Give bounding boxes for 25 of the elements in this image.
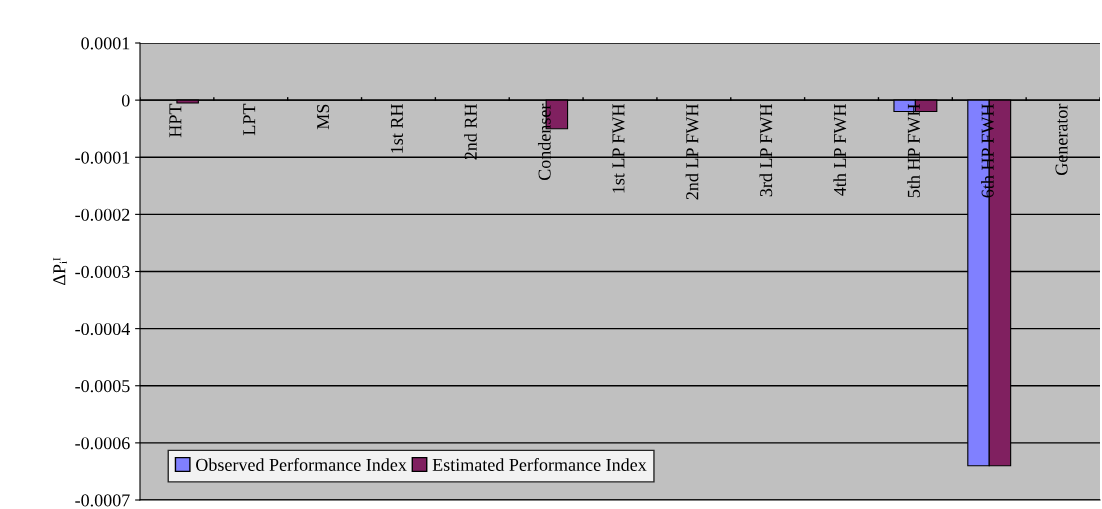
x-tick-label: 2nd RH [464,104,477,160]
y-axis-title: ΔPᵢᴵ [53,257,67,285]
y-tick-label: -0.0004 [75,322,130,336]
y-tick-label: -0.0005 [75,380,130,393]
y-tick-label: -0.0002 [75,208,130,221]
legend-label: Observed Performance Index [196,458,407,471]
x-tick-label: 4th LP FWH [833,104,847,196]
y-tick-label: 0 [121,94,130,107]
x-tick-label: Generator [1055,103,1068,175]
x-tick-label: 1st RH [390,104,403,153]
legend-label: Estimated Performance Index [432,458,647,471]
x-tick-label: MS [317,104,330,130]
x-tick-label: 2nd LP FWH [685,104,699,200]
x-tick-label: 6th HP FWH [981,104,994,198]
x-tick-label: 3rd LP FWH [759,104,773,197]
x-tick-label: 1st LP FWH [612,104,625,193]
y-tick-label: -0.0006 [75,437,130,450]
x-tick-label: HPT [169,103,182,138]
y-tick-label: -0.0007 [75,494,130,507]
x-tick-label: Condenser [537,103,551,181]
y-tick-label: -0.0001 [75,151,130,164]
y-tick-label: -0.0003 [75,265,130,279]
x-tick-label: 5th HP FWH [907,104,920,198]
x-tick-label: LPT [243,103,256,136]
y-tick-label: 0.0001 [81,37,130,50]
